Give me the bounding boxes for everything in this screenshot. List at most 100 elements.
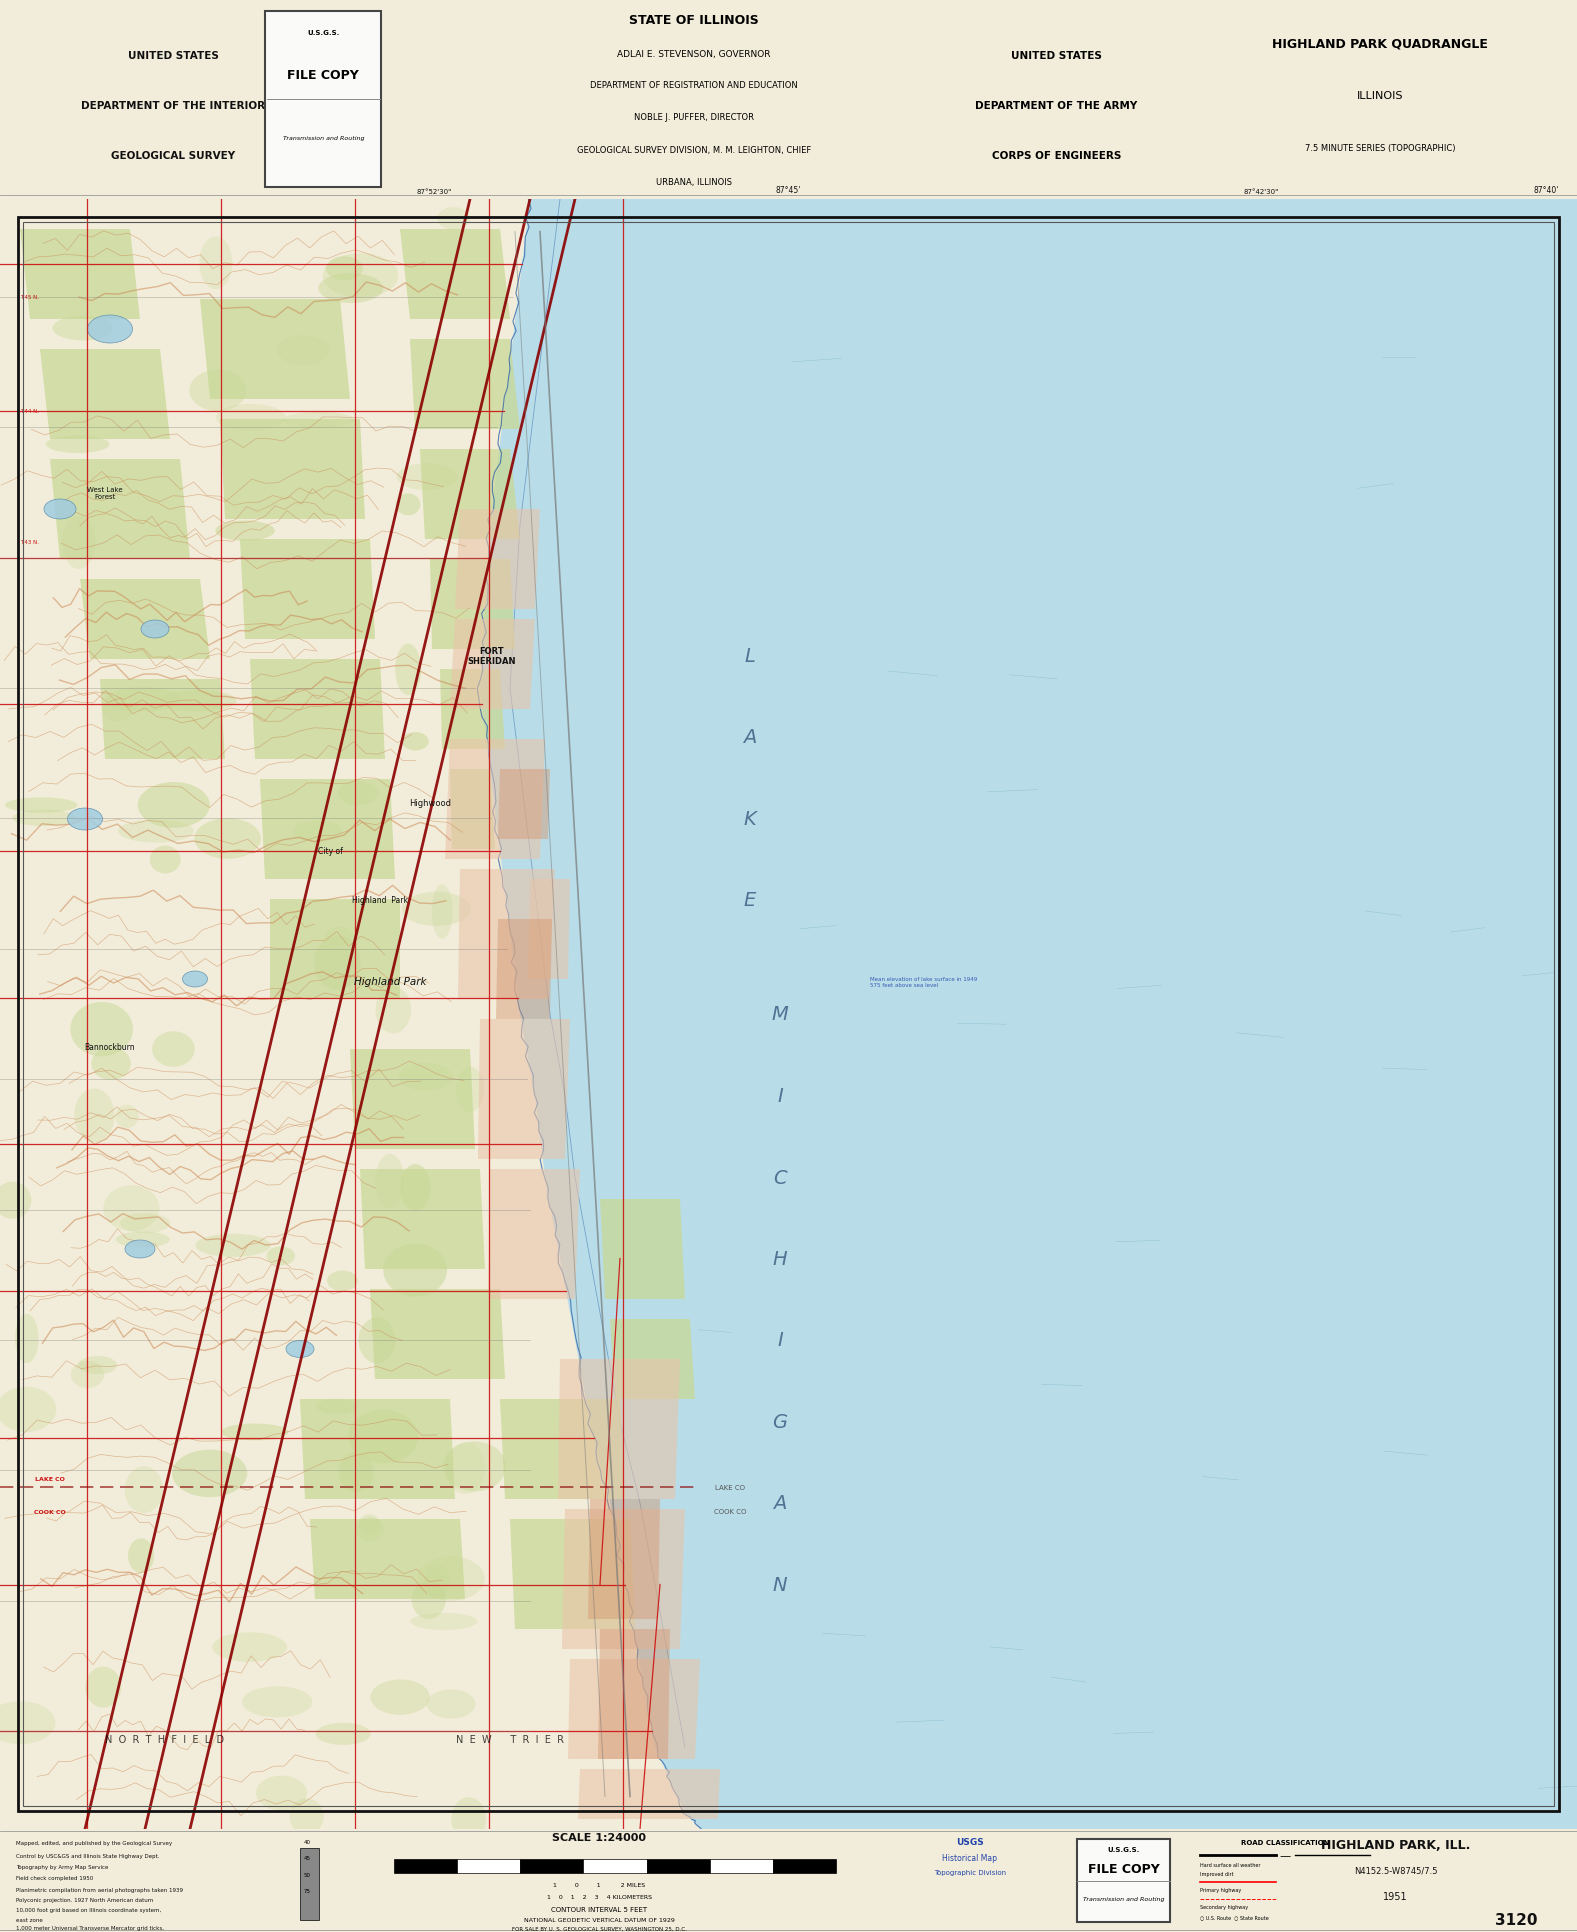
Ellipse shape [371, 1679, 431, 1716]
Text: UNITED STATES: UNITED STATES [1011, 50, 1102, 62]
Ellipse shape [216, 522, 274, 541]
Ellipse shape [412, 1580, 446, 1619]
Ellipse shape [326, 1271, 358, 1291]
Text: Bannockburn: Bannockburn [85, 1043, 136, 1051]
Polygon shape [457, 869, 555, 999]
Polygon shape [588, 1499, 661, 1619]
Ellipse shape [115, 1105, 139, 1128]
Text: 87°40': 87°40' [1533, 185, 1560, 195]
Polygon shape [371, 1289, 505, 1379]
Text: Improved dirt: Improved dirt [1200, 1870, 1233, 1876]
Polygon shape [431, 560, 516, 649]
Polygon shape [270, 900, 401, 999]
Ellipse shape [326, 257, 363, 282]
Text: CORPS OF ENGINEERS: CORPS OF ENGINEERS [992, 151, 1121, 160]
Ellipse shape [115, 1233, 170, 1248]
Text: FOR SALE BY U. S. GEOLOGICAL SURVEY, WASHINGTON 25, D.C.: FOR SALE BY U. S. GEOLOGICAL SURVEY, WAS… [513, 1926, 686, 1930]
Ellipse shape [120, 1213, 170, 1233]
Text: M: M [771, 1005, 788, 1024]
Ellipse shape [396, 643, 421, 696]
Ellipse shape [323, 255, 399, 299]
Text: Historical Map: Historical Map [943, 1853, 997, 1862]
Text: DEPARTMENT OF THE ARMY: DEPARTMENT OF THE ARMY [976, 100, 1137, 110]
Text: Primary highway: Primary highway [1200, 1888, 1241, 1891]
Text: Transmission and Routing: Transmission and Routing [282, 135, 364, 141]
Bar [394, 1859, 457, 1874]
Text: Hard surface all weather: Hard surface all weather [1200, 1862, 1260, 1866]
Polygon shape [500, 1399, 624, 1499]
Polygon shape [311, 1519, 465, 1600]
Ellipse shape [137, 782, 210, 829]
Text: Highland  Park: Highland Park [352, 896, 408, 904]
Polygon shape [350, 1049, 475, 1150]
Text: FORT
SHERIDAN: FORT SHERIDAN [468, 647, 516, 667]
Polygon shape [568, 1660, 700, 1760]
Ellipse shape [358, 1515, 380, 1534]
Ellipse shape [319, 274, 383, 303]
Text: ADLAI E. STEVENSON, GOVERNOR: ADLAI E. STEVENSON, GOVERNOR [617, 50, 771, 58]
Text: K: K [744, 810, 757, 829]
Text: Highland Park: Highland Park [353, 978, 426, 987]
Text: 1951: 1951 [1383, 1891, 1408, 1901]
Bar [520, 1859, 583, 1874]
Text: Highwood: Highwood [408, 798, 451, 808]
Ellipse shape [91, 1047, 131, 1080]
Polygon shape [445, 740, 546, 860]
Ellipse shape [103, 699, 132, 723]
Text: HIGHLAND PARK QUADRANGLE: HIGHLAND PARK QUADRANGLE [1273, 37, 1487, 50]
Text: I: I [777, 1086, 782, 1105]
Ellipse shape [402, 893, 472, 927]
Polygon shape [599, 1200, 684, 1300]
Ellipse shape [151, 1032, 196, 1066]
Text: L: L [744, 647, 755, 665]
Ellipse shape [349, 1410, 418, 1464]
Polygon shape [479, 189, 1577, 1839]
Ellipse shape [241, 1687, 312, 1718]
Text: N  O  R  T  H  F  I  E  L  D: N O R T H F I E L D [106, 1735, 224, 1745]
Ellipse shape [356, 1517, 383, 1542]
Text: N4152.5-W8745/7.5: N4152.5-W8745/7.5 [1355, 1866, 1437, 1874]
Ellipse shape [199, 238, 232, 290]
Ellipse shape [213, 1633, 287, 1662]
Ellipse shape [396, 495, 421, 516]
Bar [773, 1859, 836, 1874]
Text: DEPARTMENT OF REGISTRATION AND EDUCATION: DEPARTMENT OF REGISTRATION AND EDUCATION [590, 81, 798, 91]
Ellipse shape [63, 516, 95, 570]
Ellipse shape [128, 1538, 155, 1573]
Ellipse shape [87, 315, 132, 344]
Ellipse shape [71, 1003, 132, 1057]
Ellipse shape [337, 782, 378, 806]
Text: N: N [773, 1575, 787, 1594]
Polygon shape [509, 1519, 636, 1629]
Text: ○ U.S. Route  ○ State Route: ○ U.S. Route ○ State Route [1200, 1915, 1269, 1920]
Text: I: I [777, 1331, 782, 1350]
Ellipse shape [13, 810, 76, 827]
Ellipse shape [196, 1235, 271, 1258]
Ellipse shape [221, 1424, 289, 1441]
Ellipse shape [443, 1441, 506, 1492]
Ellipse shape [456, 1066, 484, 1113]
Ellipse shape [290, 1799, 323, 1835]
Ellipse shape [424, 1565, 449, 1598]
Polygon shape [561, 1509, 684, 1650]
Ellipse shape [255, 1776, 308, 1810]
Polygon shape [410, 340, 520, 429]
Text: east zone: east zone [16, 1917, 43, 1922]
Polygon shape [221, 419, 364, 520]
Ellipse shape [451, 1797, 486, 1841]
Polygon shape [449, 620, 535, 709]
Text: T.43 N.: T.43 N. [21, 539, 39, 545]
Text: T.44 N.: T.44 N. [21, 410, 39, 413]
Polygon shape [200, 299, 350, 400]
Text: 10,000 foot grid based on Illinois coordinate system,: 10,000 foot grid based on Illinois coord… [16, 1907, 161, 1913]
Text: URBANA, ILLINOIS: URBANA, ILLINOIS [656, 178, 732, 185]
Ellipse shape [315, 1723, 371, 1745]
Ellipse shape [77, 1356, 117, 1374]
Polygon shape [498, 769, 550, 840]
Text: G: G [773, 1412, 787, 1432]
Polygon shape [610, 1320, 695, 1399]
Ellipse shape [44, 500, 76, 520]
Ellipse shape [325, 927, 353, 947]
Bar [457, 1859, 520, 1874]
Text: U.S.G.S.: U.S.G.S. [1107, 1845, 1140, 1851]
